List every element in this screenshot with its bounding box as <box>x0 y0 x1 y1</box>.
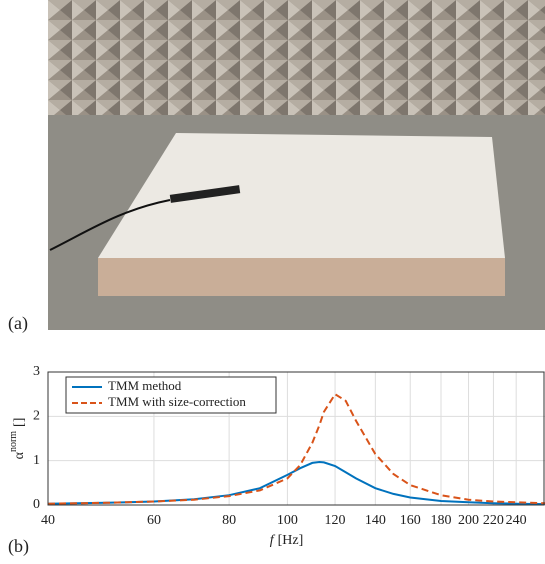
x-tick-label: 240 <box>506 513 527 528</box>
x-tick-label: 120 <box>325 513 346 528</box>
x-tick-label: 200 <box>458 513 479 528</box>
y-label-superscript: norm <box>8 431 19 452</box>
x-tick-label: 180 <box>430 513 451 528</box>
y-tick-label: 0 <box>33 497 40 512</box>
y-axis-label: αnorm [] <box>8 418 27 460</box>
y-tick-label: 1 <box>33 453 40 468</box>
panel-label: (b) <box>8 536 29 557</box>
x-label-unit: [Hz] <box>278 533 304 548</box>
x-label-symbol: f <box>270 533 276 548</box>
y-tick-label: 3 <box>33 364 40 379</box>
x-tick-label: 140 <box>365 513 386 528</box>
legend-label: TMM with size-correction <box>108 394 246 409</box>
x-tick-label: 220 <box>483 513 504 528</box>
x-tick-label: 100 <box>277 513 298 528</box>
y-label-symbol: α <box>12 451 27 459</box>
y-label-unit: [] <box>12 418 27 427</box>
plot-frame <box>47 371 545 506</box>
photo <box>48 0 545 330</box>
x-tick-label: 60 <box>147 513 161 528</box>
y-tick-label: 2 <box>33 409 40 424</box>
x-tick-label: 160 <box>400 513 421 528</box>
panel-label: (a) <box>8 313 28 334</box>
legend-box <box>65 376 277 414</box>
x-tick-label: 80 <box>222 513 236 528</box>
legend-label: TMM method <box>108 378 182 393</box>
x-axis-label: f [Hz] <box>270 533 304 548</box>
data-line <box>47 460 545 506</box>
data-line <box>47 392 545 505</box>
x-tick-label: 40 <box>41 513 55 528</box>
